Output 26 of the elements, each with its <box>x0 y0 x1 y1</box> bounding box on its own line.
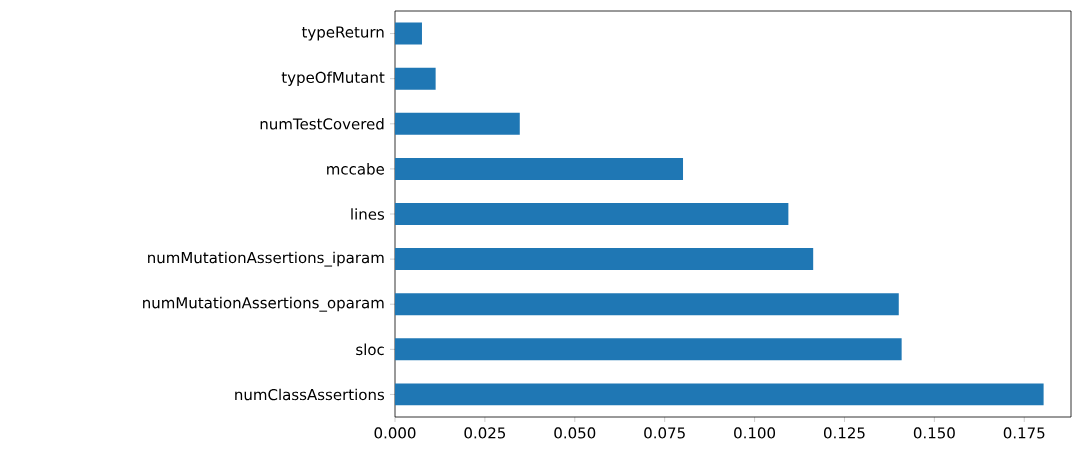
bar <box>395 293 899 316</box>
x-tick-label: 0.125 <box>823 427 865 439</box>
x-tick-label: 0.075 <box>644 427 685 439</box>
y-tick-label: numMutationAssertions_oparam <box>143 296 384 312</box>
x-tick-label: 0.150 <box>913 427 955 439</box>
x-tick-label: 0.025 <box>464 427 506 439</box>
bar <box>395 203 789 225</box>
bar <box>395 112 520 135</box>
y-tick-label: typeReturn <box>301 26 384 41</box>
bar <box>395 383 1044 406</box>
x-tick-label: 0.050 <box>554 427 596 439</box>
x-tick-label: 0.000 <box>374 427 416 439</box>
y-tick-label: mccabe <box>327 163 384 175</box>
x-tick-label: 0.100 <box>734 427 776 439</box>
y-tick-label: numClassAssertions <box>235 388 385 401</box>
y-tick-label: typeOfMutant <box>281 71 385 86</box>
y-tick-label: numTestCovered <box>260 117 384 130</box>
bar <box>395 157 684 180</box>
y-tick-label: numMutationAssertions_iparam <box>148 251 384 267</box>
bar <box>395 22 422 45</box>
y-tick-label: sloc <box>356 343 384 356</box>
bar <box>395 338 902 361</box>
y-tick-label: lines <box>351 208 385 220</box>
bar <box>395 248 814 271</box>
bar <box>395 67 436 90</box>
x-tick-label: 0.175 <box>1003 427 1045 439</box>
